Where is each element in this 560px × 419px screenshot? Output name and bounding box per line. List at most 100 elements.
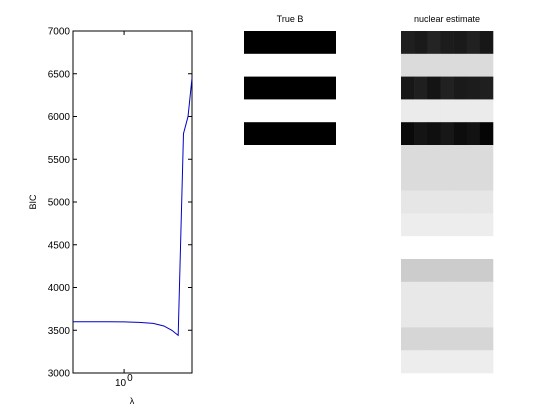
nuclear-estimate-cell <box>427 259 441 283</box>
nuclear-estimate-cell <box>466 99 481 123</box>
true-b-cell <box>244 76 336 100</box>
nuclear-estimate-title: nuclear estimate <box>414 14 480 24</box>
nuclear-estimate-cell <box>479 327 494 351</box>
nuclear-estimate-cell <box>440 99 454 123</box>
true-b-panel: True B <box>244 14 336 374</box>
nuclear-estimate-cell <box>479 145 494 169</box>
nuclear-estimate-cell <box>427 190 441 214</box>
nuclear-estimate-cell <box>427 213 441 237</box>
nuclear-estimate-cell <box>440 76 454 100</box>
nuclear-estimate-cell <box>414 350 428 374</box>
y-tick-label: 5000 <box>48 198 71 209</box>
nuclear-estimate-heatmap <box>401 31 494 374</box>
nuclear-estimate-cell <box>414 281 428 305</box>
bic-plot: 3000 3500 4000 4500 5000 5500 6000 6500 7000 10 0… <box>28 27 193 406</box>
nuclear-estimate-cell <box>440 281 454 305</box>
y-tick-label: 4000 <box>48 283 71 294</box>
nuclear-estimate-cell <box>401 350 415 374</box>
nuclear-estimate-cell <box>453 145 468 169</box>
nuclear-estimate-cell <box>440 31 454 55</box>
nuclear-estimate-cell <box>479 167 494 191</box>
nuclear-estimate-cell <box>479 350 494 374</box>
nuclear-estimate-cell <box>427 350 441 374</box>
nuclear-estimate-cell <box>414 76 428 100</box>
nuclear-estimate-cell <box>479 53 494 77</box>
nuclear-estimate-cell <box>401 145 415 169</box>
nuclear-estimate-cell <box>401 304 415 328</box>
nuclear-estimate-cell <box>414 259 428 283</box>
series-lines <box>73 77 193 337</box>
nuclear-estimate-cell <box>466 259 481 283</box>
nuclear-estimate-cell <box>440 167 454 191</box>
nuclear-estimate-cell <box>453 122 468 146</box>
nuclear-estimate-cell <box>453 304 468 328</box>
nuclear-estimate-cell <box>401 190 415 214</box>
nuclear-estimate-cell <box>453 53 468 77</box>
nuclear-estimate-cell <box>440 236 454 260</box>
nuclear-estimate-cell <box>453 281 468 305</box>
nuclear-estimate-cell <box>440 327 454 351</box>
nuclear-estimate-cell <box>414 122 428 146</box>
nuclear-estimate-cell <box>440 53 454 77</box>
nuclear-estimate-cell <box>453 213 468 237</box>
nuclear-estimate-cell <box>440 122 454 146</box>
nuclear-estimate-cell <box>414 31 428 55</box>
nuclear-estimate-cell <box>427 281 441 305</box>
nuclear-estimate-cell <box>427 53 441 77</box>
nuclear-estimate-cell <box>453 350 468 374</box>
x-axis-label: λ <box>130 396 135 406</box>
true-b-cell <box>244 167 336 191</box>
nuclear-estimate-cell <box>427 76 441 100</box>
true-b-heatmap <box>244 31 336 374</box>
nuclear-estimate-cell <box>414 99 428 123</box>
y-tick-label: 3000 <box>48 369 71 380</box>
nuclear-estimate-cell <box>453 76 468 100</box>
nuclear-estimate-cell <box>479 259 494 283</box>
y-tick-label: 6000 <box>48 112 71 123</box>
nuclear-estimate-cell <box>414 236 428 260</box>
nuclear-estimate-cell <box>401 76 415 100</box>
nuclear-estimate-cell <box>401 122 415 146</box>
nuclear-estimate-cell <box>440 304 454 328</box>
true-b-cell <box>244 53 336 77</box>
nuclear-estimate-cell <box>427 327 441 351</box>
nuclear-estimate-cell <box>401 99 415 123</box>
plot-axes-box <box>72 30 193 374</box>
nuclear-estimate-cell <box>479 122 494 146</box>
true-b-title: True B <box>277 14 304 24</box>
y-tick-label: 4500 <box>48 240 71 251</box>
nuclear-estimate-cell <box>466 145 481 169</box>
true-b-cell <box>244 259 336 283</box>
nuclear-estimate-cell <box>414 145 428 169</box>
true-b-cell <box>244 31 336 55</box>
nuclear-estimate-cell <box>427 167 441 191</box>
nuclear-estimate-cell <box>466 304 481 328</box>
nuclear-estimate-cell <box>414 190 428 214</box>
nuclear-estimate-cell <box>453 31 468 55</box>
nuclear-estimate-cell <box>466 31 481 55</box>
nuclear-estimate-cell <box>453 167 468 191</box>
x-tick-exponent: 0 <box>127 373 133 384</box>
bic-line <box>73 77 193 337</box>
nuclear-estimate-cell <box>427 99 441 123</box>
true-b-cell <box>244 145 336 169</box>
nuclear-estimate-cell <box>440 145 454 169</box>
nuclear-estimate-cell <box>466 236 481 260</box>
nuclear-estimate-cell <box>479 213 494 237</box>
nuclear-estimate-cell <box>440 190 454 214</box>
nuclear-estimate-cell <box>401 213 415 237</box>
nuclear-estimate-cell <box>401 53 415 77</box>
nuclear-estimate-cell <box>466 350 481 374</box>
y-tick-label: 3500 <box>48 326 71 337</box>
true-b-cell <box>244 190 336 214</box>
true-b-cell <box>244 122 336 146</box>
nuclear-estimate-cell <box>479 281 494 305</box>
true-b-cell <box>244 350 336 374</box>
nuclear-estimate-cell <box>427 145 441 169</box>
nuclear-estimate-cell <box>427 304 441 328</box>
nuclear-estimate-cell <box>466 213 481 237</box>
y-ticks: 3000 3500 4000 4500 5000 5500 6000 6500 7000 <box>48 27 192 380</box>
nuclear-estimate-cell <box>453 327 468 351</box>
y-axis-label: BIC <box>28 194 38 210</box>
nuclear-estimate-cell <box>427 236 441 260</box>
